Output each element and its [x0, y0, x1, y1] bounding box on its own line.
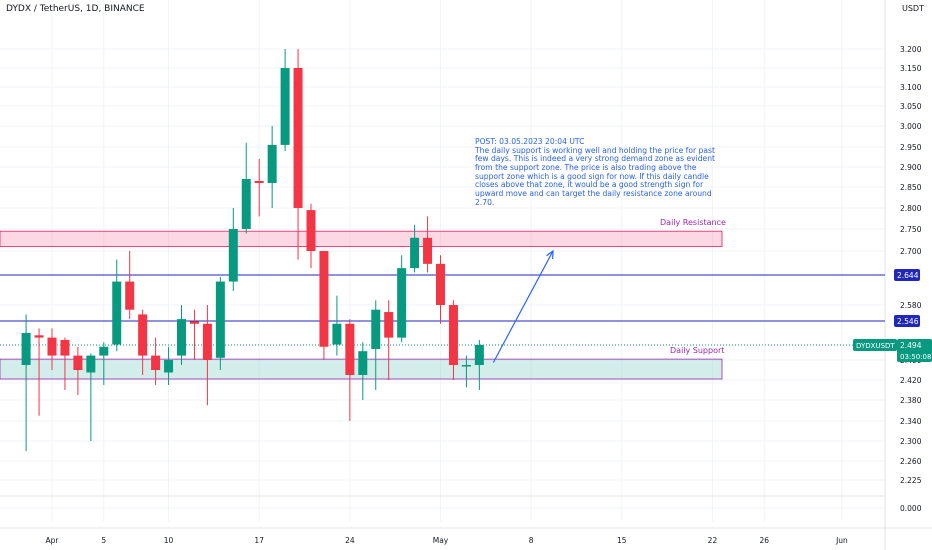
candle-body [448, 305, 458, 365]
candle-body [73, 355, 83, 370]
candle-body [461, 365, 471, 367]
target-arrow [492, 250, 554, 363]
x-tick-label: Jun [835, 536, 848, 545]
candle-body [202, 323, 212, 360]
symbol-tag [853, 339, 897, 351]
target-arrow-head [546, 249, 554, 260]
candle-body [99, 346, 109, 356]
x-tick-label: 17 [254, 536, 264, 545]
x-tick-label: 22 [708, 536, 718, 545]
candle-body [21, 333, 31, 365]
x-tick-label: Apr [46, 536, 60, 545]
y-tick-label: 2.260 [900, 457, 922, 466]
candle-body [332, 323, 342, 345]
y-tick-label: 2.225 [900, 476, 922, 485]
x-tick-label: 5 [101, 536, 106, 545]
price-line-tag [894, 269, 920, 281]
candle-body [423, 237, 433, 264]
candle-body [241, 179, 251, 229]
chart-title: DYDX / TetherUS, 1D, BINANCE [6, 4, 145, 14]
current-price-label: 2.494 [900, 341, 922, 350]
support-label: Daily Support [670, 346, 725, 356]
candle-body [384, 312, 394, 338]
y-tick-label: 0.000 [900, 504, 922, 513]
y-tick-label: 3.200 [900, 45, 922, 54]
candle-body [410, 237, 420, 269]
y-tick-label: 2.380 [900, 396, 922, 405]
y-tick-label: 3.050 [900, 102, 922, 111]
y-tick-label: 2.340 [900, 417, 922, 426]
candle-body [319, 251, 329, 347]
y-tick-label: 2.900 [900, 163, 922, 172]
candle-body [228, 229, 238, 282]
current-price-tag [897, 339, 932, 362]
candle-body [371, 309, 381, 349]
price-line-tag-label: 2.644 [897, 271, 919, 280]
candle-body [177, 319, 186, 356]
x-tick-label: 26 [759, 536, 769, 545]
candle-body [86, 355, 96, 373]
candle-body [125, 281, 135, 310]
candle-body [358, 351, 368, 375]
x-tick-label: May [433, 536, 449, 545]
candle-body [215, 281, 225, 358]
y-tick-label: 2.800 [900, 204, 922, 213]
price-line-tag [894, 315, 920, 327]
candle-body [138, 314, 148, 356]
candle-body [254, 181, 264, 183]
candle-body [345, 323, 355, 375]
candle-body [189, 321, 199, 324]
y-tick-label: 3.000 [900, 122, 922, 131]
candle-body [164, 360, 174, 373]
candle-body [306, 210, 316, 251]
candle-body [47, 337, 57, 356]
candle-body [280, 68, 290, 145]
candle-body [60, 339, 70, 356]
y-tick-label: 2.700 [900, 247, 922, 256]
x-tick-label: 8 [529, 536, 534, 545]
resistance-zone [0, 230, 723, 247]
x-tick-label: 24 [345, 536, 355, 545]
y-tick-label: 2.850 [900, 183, 922, 192]
symbol-tag-label: DYDXUSDT [856, 342, 895, 350]
countdown-label: 03:50:08 [900, 353, 931, 361]
candle-body [34, 335, 44, 338]
y-tick-label: 2.580 [900, 301, 922, 310]
y-tick-label: 2.950 [900, 143, 922, 152]
candle-body [151, 355, 161, 370]
x-tick-label: 15 [617, 536, 627, 545]
candle-body [397, 268, 407, 338]
currency-label: USDT [902, 4, 924, 13]
candle-body [267, 144, 277, 183]
candle-body [112, 281, 122, 345]
price-line-tag-label: 2.546 [897, 317, 919, 326]
x-tick-label: 10 [164, 536, 174, 545]
candle-body [436, 263, 445, 305]
y-tick-label: 3.100 [900, 83, 922, 92]
candle-body [474, 345, 484, 365]
y-tick-label: 2.420 [900, 376, 922, 385]
candle-body [293, 68, 303, 208]
resistance-label: Daily Resistance [660, 218, 726, 228]
y-tick-label: 2.750 [900, 225, 922, 234]
post-annotation: POST: 03.05.2023 20:04 UTC The daily sup… [475, 137, 716, 207]
y-tick-label: 3.150 [900, 64, 922, 73]
y-tick-label: 2.300 [900, 437, 922, 446]
